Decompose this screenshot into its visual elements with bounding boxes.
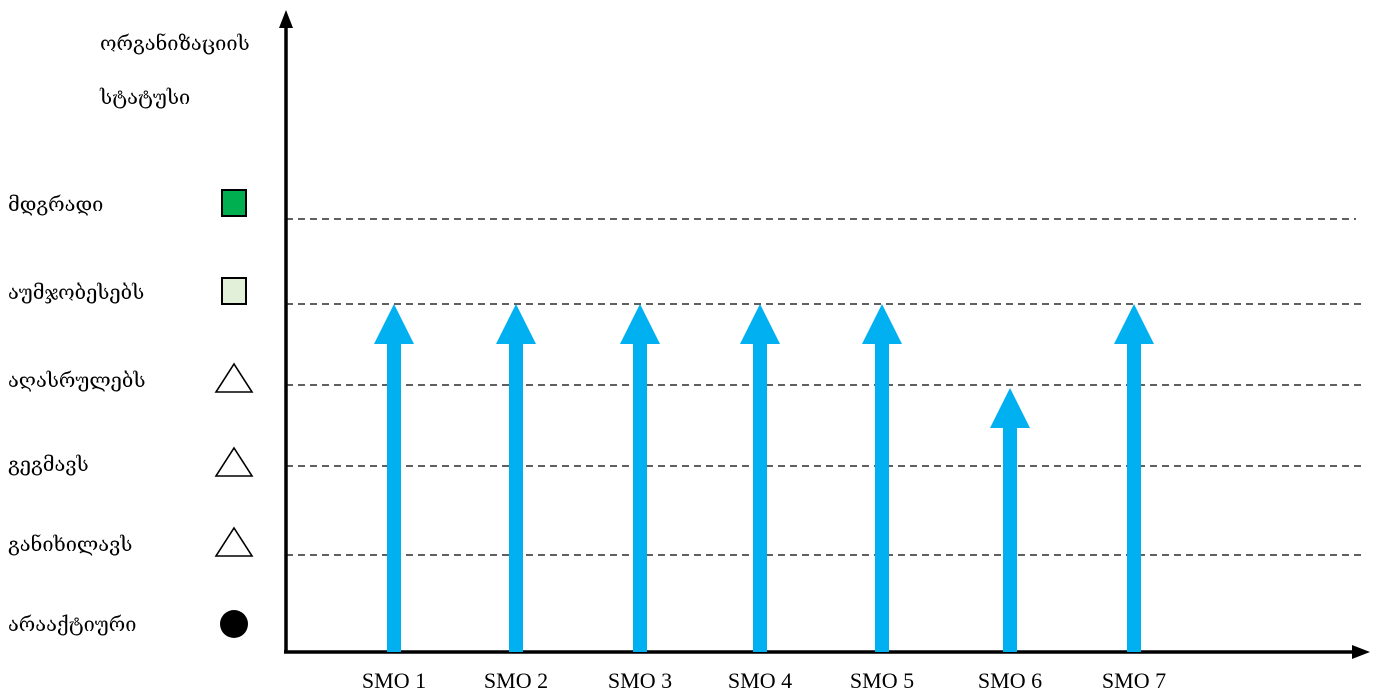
level-label-1: განიხილავს — [8, 532, 132, 556]
triangle-outline-icon — [214, 446, 254, 477]
axes — [279, 10, 1370, 659]
arrow-head — [740, 304, 780, 344]
arrow-bar-1 — [374, 304, 414, 652]
category-label-7: SMO 7 — [1102, 668, 1166, 693]
arrow-bar-5 — [862, 304, 902, 652]
arrow-head — [620, 304, 660, 344]
x-axis-arrowhead — [1352, 645, 1370, 659]
level-label-0: არააქტიური — [8, 612, 136, 636]
level-label-3: აღასრულებს — [8, 368, 145, 392]
arrow-bar-2 — [496, 304, 536, 652]
arrow-shaft — [1003, 426, 1017, 652]
grid-lines — [286, 218, 1366, 556]
square-marker-icon — [221, 189, 247, 217]
arrow-shaft — [1127, 342, 1141, 652]
arrow-head — [1114, 304, 1154, 344]
category-label-4: SMO 4 — [728, 668, 792, 693]
arrow-head — [374, 304, 414, 344]
y-axis-title: ორგანიზაციის სტატუსი — [99, 31, 250, 109]
arrow-bar-4 — [740, 304, 780, 652]
category-label-5: SMO 5 — [850, 668, 914, 693]
arrow-shaft — [509, 342, 523, 652]
arrow-bar-6 — [990, 388, 1030, 652]
square-marker-icon — [221, 277, 247, 305]
status-levels: არააქტიური განიხილავს გეგმავს აღასრულებს აუმ… — [8, 189, 254, 638]
arrow-shaft — [753, 342, 767, 652]
category-label-1: SMO 1 — [362, 668, 426, 693]
arrow-shaft — [633, 342, 647, 652]
arrow-bar-7 — [1114, 304, 1154, 652]
triangle-outline-icon — [214, 362, 254, 393]
category-labels: SMO 1 SMO 2 SMO 3 SMO 4 SMO 5 SMO 6 SMO 7 — [362, 668, 1166, 693]
y-axis-arrowhead — [279, 10, 293, 28]
arrow-head — [990, 388, 1030, 428]
inactive-circle-icon — [220, 610, 248, 638]
category-label-2: SMO 2 — [484, 668, 548, 693]
y-axis-title-line-2: სტატუსი — [99, 85, 190, 109]
level-label-5: მდგრადი — [8, 192, 103, 216]
arrow-shaft — [387, 342, 401, 652]
category-label-6: SMO 6 — [978, 668, 1042, 693]
arrow-bar-3 — [620, 304, 660, 652]
level-label-2: გეგმავს — [8, 452, 89, 476]
arrow-head — [496, 304, 536, 344]
level-label-4: აუმჯობესებს — [8, 280, 144, 304]
y-axis-title-line-1: ორგანიზაციის — [100, 31, 250, 55]
arrow-shaft — [875, 342, 889, 652]
arrow-head — [862, 304, 902, 344]
arrow-bars — [374, 304, 1154, 652]
category-label-3: SMO 3 — [608, 668, 672, 693]
triangle-outline-icon — [214, 526, 254, 557]
